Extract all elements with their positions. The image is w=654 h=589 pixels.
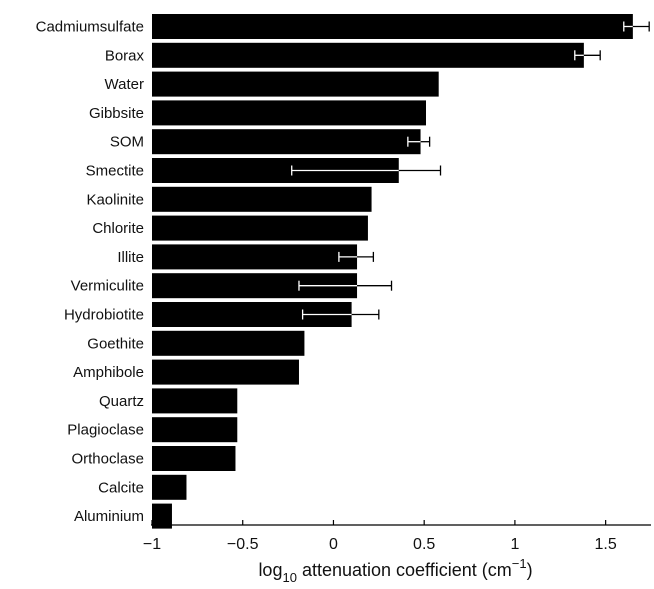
error-bar-cadmiumsulfate xyxy=(623,21,650,32)
category-label-goethite: Goethite xyxy=(87,335,144,352)
category-labels-group: Cadmiumsulfate Borax Water Gibbsite SOM Smect… xyxy=(36,19,145,526)
x-tick-label: 0.5 xyxy=(413,536,435,553)
error-bar-vermiculite xyxy=(298,280,393,291)
error-bar-hydrobiotite xyxy=(301,309,380,320)
category-label-borax: Borax xyxy=(105,47,145,64)
category-label-smectite: Smectite xyxy=(86,163,144,180)
category-label-gibbsite: Gibbsite xyxy=(89,105,144,122)
bar-borax xyxy=(152,42,584,68)
x-tick-label: 1 xyxy=(510,536,519,553)
category-label-amphibole: Amphibole xyxy=(73,364,144,381)
category-label-quartz: Quartz xyxy=(99,393,144,410)
x-tick-label: −0.5 xyxy=(227,536,259,553)
category-label-chlorite: Chlorite xyxy=(92,220,144,237)
error-bar-borax xyxy=(574,50,601,61)
bar-som xyxy=(152,129,421,155)
bar-chlorite xyxy=(152,215,368,241)
category-label-som: SOM xyxy=(110,134,144,151)
bar-cadmiumsulfate xyxy=(152,14,633,39)
bar-gibbsite xyxy=(152,100,426,126)
error-bar-som xyxy=(407,136,431,147)
x-tick-label: 0 xyxy=(329,536,338,553)
category-label-cadmiumsulfate: Cadmiumsulfate xyxy=(36,19,144,36)
x-ticks-group: −1 −0.5 0 0.5 1 1.5 xyxy=(143,520,617,553)
x-axis-title-prefix: log xyxy=(258,560,282,580)
x-axis-title-main: attenuation coefficient (cm xyxy=(297,560,512,580)
category-label-illite: Illite xyxy=(117,249,144,266)
category-label-plagioclase: Plagioclase xyxy=(67,422,144,439)
bar-goethite xyxy=(152,330,305,356)
error-bar-illite xyxy=(338,251,375,262)
category-label-vermiculite: Vermiculite xyxy=(71,278,144,295)
bar-amphibole xyxy=(152,359,299,385)
category-label-orthoclase: Orthoclase xyxy=(71,451,144,468)
x-axis-title-subscript: 10 xyxy=(282,570,296,585)
bar-orthoclase xyxy=(152,446,236,471)
error-bars-group xyxy=(291,21,650,320)
x-axis-title-superscript: −1 xyxy=(512,556,527,571)
bar-calcite xyxy=(152,474,187,500)
category-label-water: Water xyxy=(105,76,144,93)
category-label-calcite: Calcite xyxy=(98,479,144,496)
bar-water xyxy=(152,71,439,97)
bars-group xyxy=(152,14,633,529)
bar-illite xyxy=(152,244,358,270)
category-label-kaolinite: Kaolinite xyxy=(86,191,144,208)
error-bar-smectite xyxy=(291,165,442,176)
category-label-hydrobiotite: Hydrobiotite xyxy=(64,307,144,324)
bar-kaolinite xyxy=(152,186,372,212)
x-tick-label: −1 xyxy=(143,536,161,553)
bar-plagioclase xyxy=(152,417,238,443)
category-label-aluminium: Aluminium xyxy=(74,508,144,525)
x-axis-title: log10 attenuation coefficient (cm−1) xyxy=(258,556,532,585)
bar-aluminium xyxy=(152,503,172,529)
bar-quartz xyxy=(152,388,238,414)
x-axis-title-suffix: ) xyxy=(527,560,533,580)
x-tick-label: 1.5 xyxy=(595,536,617,553)
